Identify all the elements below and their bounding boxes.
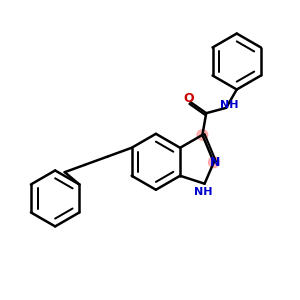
Text: N: N [210,156,220,169]
Text: NH: NH [220,100,238,110]
Circle shape [208,157,219,168]
Text: NH: NH [194,187,212,197]
Text: O: O [183,92,194,105]
Circle shape [197,130,208,140]
